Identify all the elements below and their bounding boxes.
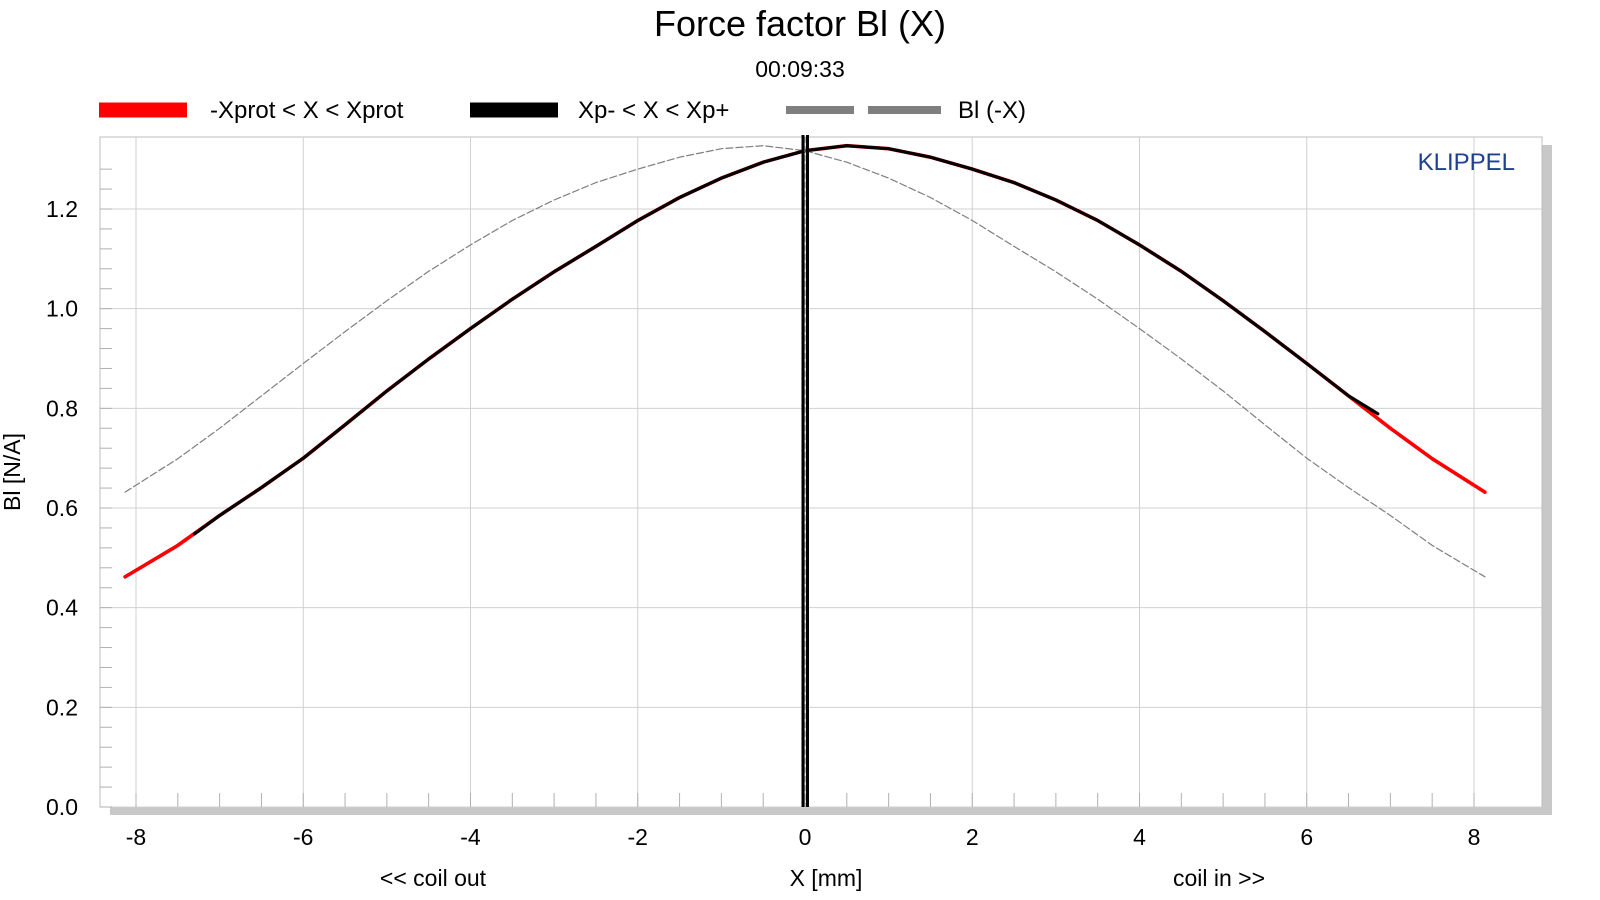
chart-title: Force factor Bl (X): [654, 3, 946, 44]
series-line-1: [192, 144, 1380, 536]
y-tick-label: 1.0: [46, 296, 78, 322]
brand-label: KLIPPEL: [1418, 149, 1515, 176]
y-tick-label: 0.4: [46, 595, 78, 621]
y-tick-labels: 0.0 0.2 0.4 0.6 0.8 1.0 1.2: [46, 196, 78, 820]
x-axis-label-right: coil in >>: [1173, 865, 1265, 891]
minor-ticks: [100, 168, 1475, 808]
x-tick-label: 6: [1300, 824, 1313, 850]
x-tick-label: -4: [460, 824, 481, 850]
legend: -Xprot < X < Xprot Xp- < X < Xp+ Bl (-X): [99, 97, 1026, 124]
y-tick-label: 0.8: [46, 395, 78, 421]
legend-label-2: Bl (-X): [958, 97, 1026, 124]
legend-label-0: -Xprot < X < Xprot: [210, 97, 404, 124]
chart-subtitle: 00:09:33: [755, 56, 845, 82]
x-tick-label: -2: [628, 824, 648, 850]
plot-area: [99, 136, 1543, 808]
x-tick-label: 8: [1468, 824, 1481, 850]
marker-layer: [801, 135, 809, 807]
y-tick-label: 0.0: [46, 794, 78, 820]
y-tick-label: 0.6: [46, 495, 78, 521]
x-tick-label: 2: [966, 824, 979, 850]
y-axis-label: Bl [N/A]: [0, 433, 25, 511]
y-tick-label: 1.2: [46, 196, 78, 222]
grid: [100, 137, 1542, 808]
x-tick-label: 4: [1133, 824, 1146, 850]
legend-label-1: Xp- < X < Xp+: [578, 97, 729, 124]
y-tick-label: 0.2: [46, 694, 78, 720]
x-axis-label-left: << coil out: [380, 865, 487, 891]
x-tick-label: -8: [126, 824, 146, 850]
x-tick-labels: -8 -6 -4 -2 0 2 4 6 8: [126, 824, 1481, 850]
x-tick-label: 0: [799, 824, 812, 850]
x-tick-label: -6: [293, 824, 313, 850]
x-axis-label: X [mm]: [790, 865, 863, 891]
